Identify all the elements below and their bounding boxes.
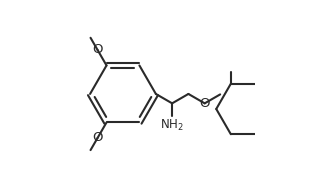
- Text: O: O: [199, 97, 210, 110]
- Text: O: O: [92, 131, 103, 144]
- Text: NH$_2$: NH$_2$: [160, 117, 184, 133]
- Text: O: O: [92, 44, 103, 57]
